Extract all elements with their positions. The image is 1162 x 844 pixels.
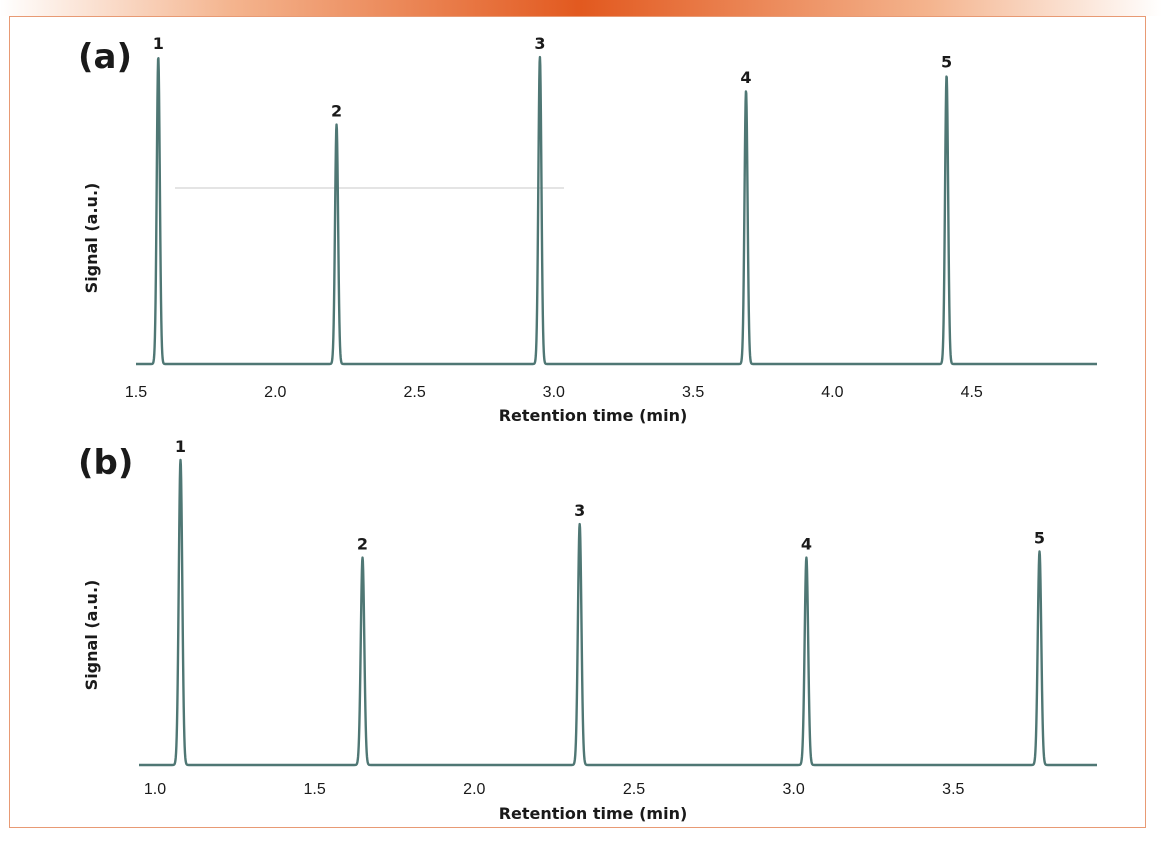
peak-label: 2 [357, 535, 368, 554]
peak-label: 5 [1034, 529, 1045, 548]
panel-b-x-axis-title: Retention time (min) [499, 804, 688, 823]
peak-label: 3 [534, 34, 545, 53]
panel-a: (a) Signal (a.u.) Retention time (min) 1… [78, 34, 1098, 425]
panel-b-y-axis-title: Signal (a.u.) [82, 580, 101, 691]
figure-frame [9, 16, 1146, 828]
x-tick-label: 3.0 [782, 781, 804, 798]
panel-a-peak-labels: 1 2 3 4 5 [153, 34, 952, 121]
x-tick-label: 2.5 [623, 781, 645, 798]
x-tick-label: 4.0 [821, 384, 843, 401]
x-tick-label: 3.0 [543, 384, 565, 401]
x-tick-label: 3.5 [682, 384, 704, 401]
peak-label: 1 [175, 437, 186, 456]
peak-label: 4 [801, 535, 812, 554]
panel-a-x-ticks: 1.5 2.0 2.5 3.0 3.5 4.0 4.5 [125, 384, 983, 401]
panel-a-trace [135, 55, 1098, 366]
panel-b-trace [138, 458, 1098, 767]
panel-a-label: (a) [78, 37, 132, 77]
panel-b-label: (b) [78, 443, 133, 483]
peak-label: 1 [153, 34, 164, 53]
x-tick-label: 1.5 [303, 781, 325, 798]
x-tick-label: 2.0 [264, 384, 286, 401]
peak-label: 3 [574, 501, 585, 520]
peak-label: 4 [740, 68, 751, 87]
panel-b: (b) Signal (a.u.) Retention time (min) 1… [78, 437, 1098, 823]
panel-b-x-ticks: 1.0 1.5 2.0 2.5 3.0 3.5 [144, 781, 965, 798]
panel-a-x-axis-title: Retention time (min) [499, 406, 688, 425]
x-tick-label: 3.5 [942, 781, 964, 798]
x-tick-label: 1.0 [144, 781, 166, 798]
peak-label: 2 [331, 102, 342, 121]
x-tick-label: 2.0 [463, 781, 485, 798]
panel-a-y-axis-title: Signal (a.u.) [82, 183, 101, 294]
top-accent-bar [0, 0, 1162, 16]
x-tick-label: 2.5 [403, 384, 425, 401]
panel-b-peak-labels: 1 2 3 4 5 [175, 437, 1045, 554]
x-tick-label: 1.5 [125, 384, 147, 401]
peak-label: 5 [941, 52, 952, 71]
x-tick-label: 4.5 [961, 384, 983, 401]
